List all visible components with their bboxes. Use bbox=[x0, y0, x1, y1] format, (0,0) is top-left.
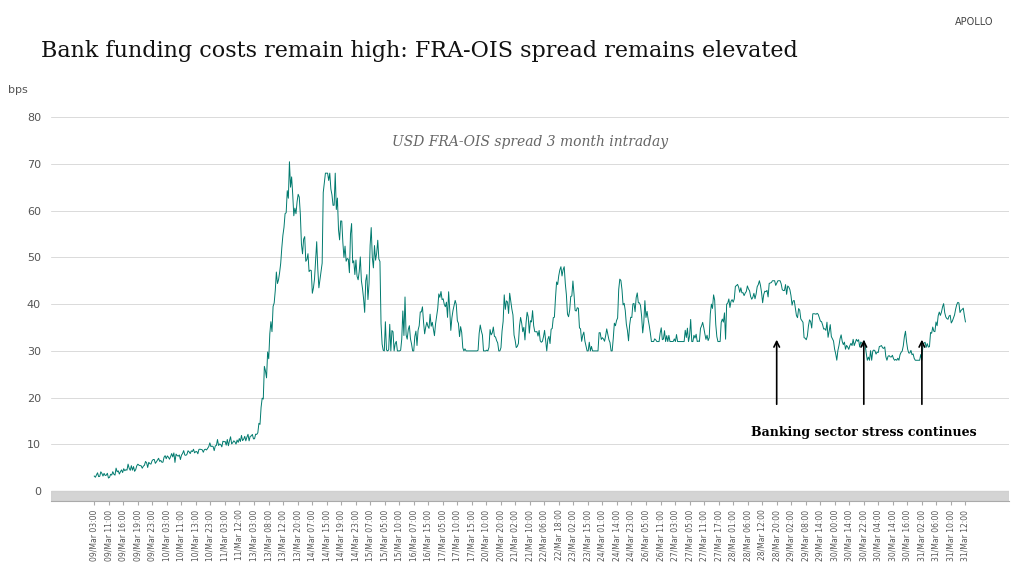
Text: bps: bps bbox=[7, 85, 28, 95]
Text: USD FRA-OIS spread 3 month intraday: USD FRA-OIS spread 3 month intraday bbox=[392, 135, 668, 149]
Text: APOLLO: APOLLO bbox=[954, 17, 993, 27]
Text: Bank funding costs remain high: FRA-OIS spread remains elevated: Bank funding costs remain high: FRA-OIS … bbox=[41, 40, 798, 62]
Text: Banking sector stress continues: Banking sector stress continues bbox=[751, 426, 977, 439]
Bar bbox=[51, 491, 1009, 501]
